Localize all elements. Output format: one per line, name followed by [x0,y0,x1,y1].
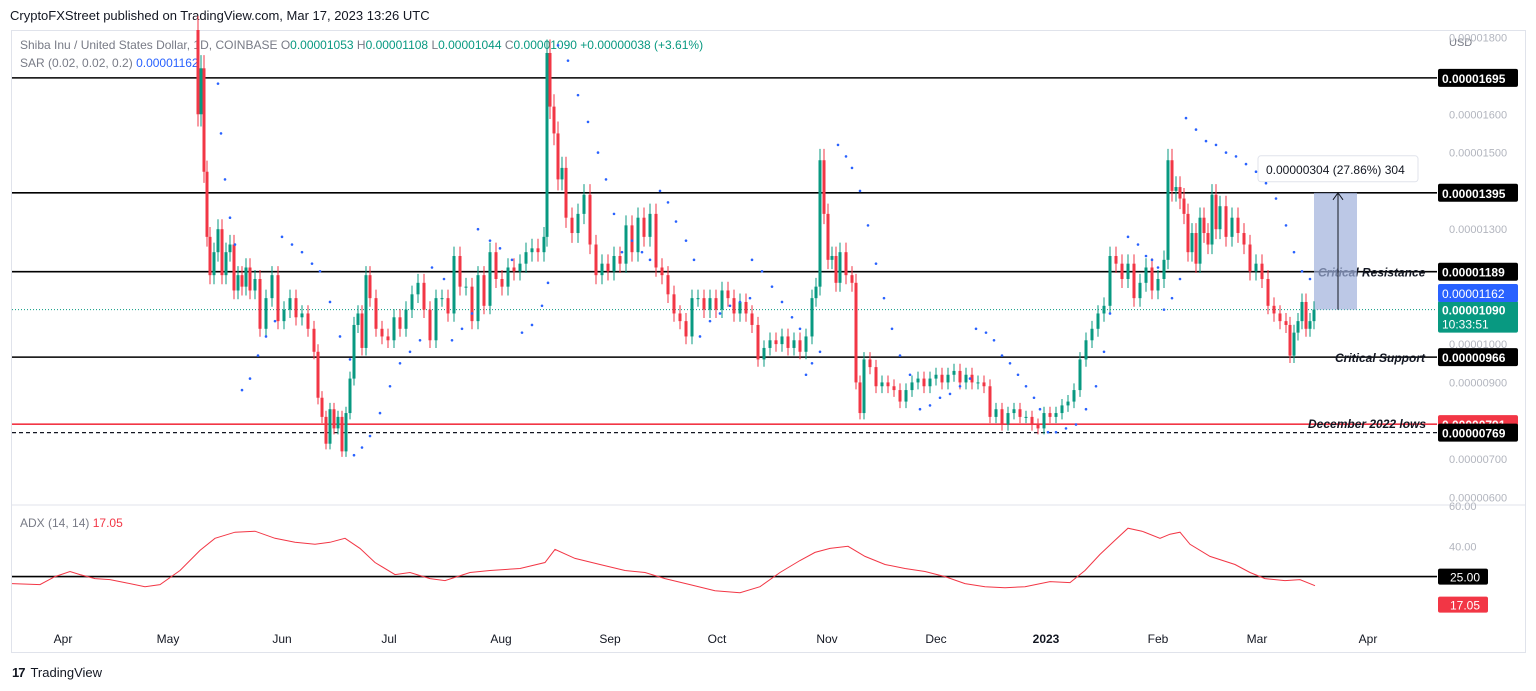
published-by-text: CryptoFXStreet published on TradingView.… [10,8,430,23]
close-label: C [504,38,514,52]
high-value: 0.00001108 [365,38,429,52]
open-value: 0.00001053 [290,38,354,52]
chart-frame [11,30,1526,653]
adx-legend[interactable]: ADX (14, 14) 17.05 [20,516,123,530]
change-value: +0.00000038 (+3.61%) [580,38,704,52]
adx-value: 17.05 [92,516,123,530]
low-value: 0.00001044 [438,38,502,52]
symbol-legend: Shiba Inu / United States Dollar, 1D, CO… [20,38,703,52]
tradingview-logo-icon: 17 [12,665,26,680]
open-label: O [280,38,291,52]
sar-legend[interactable]: SAR (0.02, 0.02, 0.2) 0.00001162 [20,56,199,70]
symbol-title[interactable]: Shiba Inu / United States Dollar, 1D, CO… [20,38,278,52]
close-value: 0.00001090 [513,38,577,52]
footer: 17 TradingView [12,665,102,680]
tradingview-brand: TradingView [30,665,103,680]
sar-value: 0.00001162 [136,56,199,70]
low-label: L [431,38,439,52]
currency-label[interactable]: USD [1449,37,1473,49]
publish-header: CryptoFXStreet published on TradingView.… [0,0,1536,30]
adx-label: ADX (14, 14) [20,516,90,530]
high-label: H [356,38,366,52]
sar-label: SAR (0.02, 0.02, 0.2) [20,56,133,70]
